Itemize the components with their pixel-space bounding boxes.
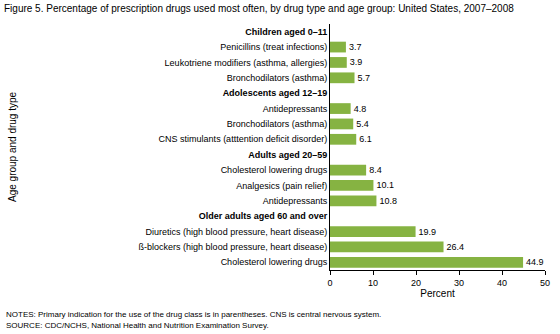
svg-text:Figure 5. Percentage of prescr: Figure 5. Percentage of prescription dru… xyxy=(4,3,514,14)
svg-text:3.7: 3.7 xyxy=(349,42,362,52)
svg-text:30: 30 xyxy=(454,278,464,288)
svg-text:50: 50 xyxy=(540,278,550,288)
svg-text:Age group and drug type: Age group and drug type xyxy=(7,91,18,202)
svg-text:0: 0 xyxy=(327,278,332,288)
svg-text:Antidepressants: Antidepressants xyxy=(263,196,328,206)
svg-text:Bronchodilators (asthma): Bronchodilators (asthma) xyxy=(227,119,328,129)
svg-text:Leukotriene modifiers (asthma,: Leukotriene modifiers (asthma, allergies… xyxy=(165,58,328,68)
svg-text:40: 40 xyxy=(497,278,507,288)
svg-text:NOTES: Primary indication for: NOTES: Primary indication for the use of… xyxy=(6,310,381,319)
svg-text:44.9: 44.9 xyxy=(526,257,544,267)
svg-text:SOURCE: CDC/NCHS, National Hea: SOURCE: CDC/NCHS, National Health and Nu… xyxy=(6,321,269,330)
svg-text:Adolescents aged 12–19: Adolescents aged 12–19 xyxy=(223,88,328,98)
svg-text:Cholesterol lowering drugs: Cholesterol lowering drugs xyxy=(221,257,328,267)
svg-text:10.1: 10.1 xyxy=(376,180,394,190)
svg-text:10: 10 xyxy=(368,278,378,288)
svg-text:10.8: 10.8 xyxy=(379,196,397,206)
svg-text:CNS stimulants (atttention def: CNS stimulants (atttention deficit disor… xyxy=(159,134,328,144)
svg-text:5.4: 5.4 xyxy=(356,119,369,129)
svg-text:3.9: 3.9 xyxy=(350,57,363,67)
svg-text:19.9: 19.9 xyxy=(419,227,437,237)
svg-text:26.4: 26.4 xyxy=(447,242,465,252)
svg-text:Bronchodilators (asthma): Bronchodilators (asthma) xyxy=(227,73,328,83)
svg-text:Antidepressants: Antidepressants xyxy=(263,104,328,114)
svg-text:ß-blockers (high blood pressur: ß-blockers (high blood pressure, heart d… xyxy=(139,242,328,252)
svg-text:Older adults aged 60 and over: Older adults aged 60 and over xyxy=(199,211,328,221)
svg-text:4.8: 4.8 xyxy=(354,104,367,114)
svg-text:6.1: 6.1 xyxy=(359,134,372,144)
svg-text:Analgesics (pain relief): Analgesics (pain relief) xyxy=(236,181,327,191)
svg-text:Penicillins (treat infections): Penicillins (treat infections) xyxy=(220,42,327,52)
svg-text:Children aged 0–11: Children aged 0–11 xyxy=(245,27,327,37)
svg-text:20: 20 xyxy=(411,278,421,288)
svg-text:Diuretics (high blood pressure: Diuretics (high blood pressure, heart di… xyxy=(146,227,328,237)
svg-text:Percent: Percent xyxy=(420,288,455,299)
svg-text:Cholesterol lowering drugs: Cholesterol lowering drugs xyxy=(221,165,328,175)
svg-text:5.7: 5.7 xyxy=(358,73,371,83)
svg-text:8.4: 8.4 xyxy=(369,165,382,175)
svg-text:Adults aged 20–59: Adults aged 20–59 xyxy=(248,150,327,160)
